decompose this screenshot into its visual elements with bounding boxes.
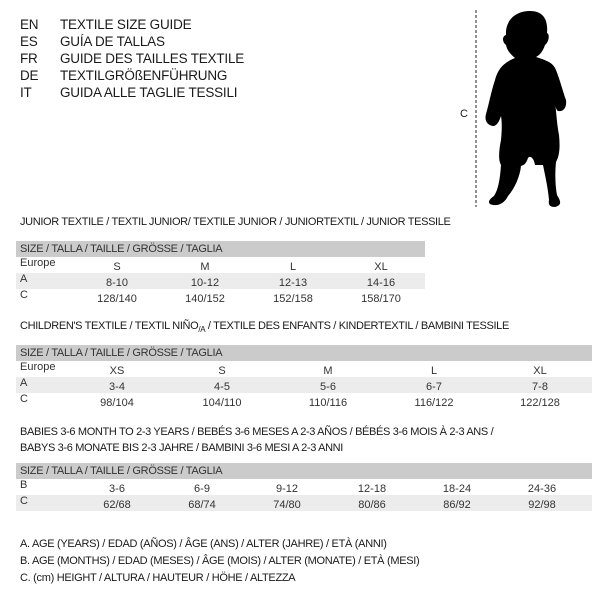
table-cell: 128/140 [97, 293, 137, 305]
table-cell: 4-5 [214, 381, 230, 393]
table-cell: 3-6 [109, 483, 125, 495]
table-cell: 24-36 [527, 483, 557, 495]
table-cell: 98/104 [100, 397, 134, 409]
row-label: A [20, 273, 28, 285]
row-label: C [20, 289, 28, 301]
table-row: C 128/140 140/152 152/158 158/170 [16, 289, 425, 305]
children-title-main: CHILDREN'S TEXTILE / TEXTIL NIÑO [20, 320, 199, 332]
title-es: GUÍA DE TALLAS [60, 34, 165, 49]
children-size-table: SIZE / TALLA / TAILLE / GRÖSSE / TAGLIA … [16, 345, 592, 409]
table-cell: XL [374, 261, 388, 273]
table-cell: 152/158 [273, 293, 313, 305]
table-cell: 8-10 [105, 277, 129, 289]
row-label: Europe [20, 257, 56, 269]
table-cell: M [323, 365, 333, 377]
table-cell: 18-24 [442, 483, 472, 495]
table-cell: L [430, 365, 438, 377]
table-cell: L [289, 261, 297, 273]
legend-c: C. (cm) HEIGHT / ALTURA / HAUTEUR / HÖHE… [20, 572, 296, 584]
legend-a: A. AGE (YEARS) / EDAD (AÑOS) / ÂGE (ANS)… [20, 538, 387, 550]
lang-code-fr: FR [20, 51, 38, 66]
table-cell: 80/86 [358, 499, 386, 511]
table-cell: 104/110 [202, 397, 242, 409]
table-row: B 3-6 6-9 9-12 12-18 18-24 24-36 [16, 479, 592, 495]
table-cell: 140/152 [185, 293, 225, 305]
junior-size-table: SIZE / TALLA / TAILLE / GRÖSSE / TAGLIA … [16, 241, 425, 305]
title-en: TEXTILE SIZE GUIDE [60, 17, 192, 32]
table-row: C 98/104 104/110 110/116 116/122 122/128 [16, 393, 592, 409]
table-row: Europe S M L XL [16, 257, 425, 273]
junior-table-header: SIZE / TALLA / TAILLE / GRÖSSE / TAGLIA [16, 241, 425, 257]
table-cell: 68/74 [188, 499, 216, 511]
lang-code-en: EN [20, 17, 39, 32]
table-cell: S [218, 365, 226, 377]
table-cell: 3-4 [109, 381, 125, 393]
lang-code-de: DE [20, 68, 39, 83]
children-section-title: CHILDREN'S TEXTILE / TEXTIL NIÑO/A / TEX… [20, 320, 509, 334]
table-cell: 116/122 [414, 397, 454, 409]
table-cell: 110/116 [308, 397, 348, 409]
baby-silhouette-icon [475, 10, 567, 207]
table-cell: 122/128 [520, 397, 560, 409]
table-cell: 92/98 [528, 499, 556, 511]
table-cell: 10-12 [190, 277, 220, 289]
table-row: A 8-10 10-12 12-13 14-16 [16, 273, 425, 289]
table-cell: 74/80 [273, 499, 301, 511]
row-label: A [20, 377, 28, 389]
table-cell: M [200, 261, 210, 273]
table-cell: 62/68 [103, 499, 131, 511]
row-label: B [20, 479, 28, 491]
row-label: C [20, 393, 28, 405]
lang-code-it: IT [20, 85, 32, 100]
table-cell: 158/170 [361, 293, 401, 305]
table-cell: 6-7 [426, 381, 442, 393]
babies-section-title-line2: BABYS 3-6 MONATE BIS 2-3 JAHRE / BAMBINI… [20, 442, 343, 454]
children-title-sub: /A [198, 325, 206, 335]
title-it: GUIDA ALLE TAGLIE TESSILI [60, 85, 238, 100]
table-cell: 14-16 [366, 277, 396, 289]
table-cell: S [113, 261, 121, 273]
table-row: A 3-4 4-5 5-6 6-7 7-8 [16, 377, 592, 393]
row-label: Europe [20, 361, 56, 373]
table-cell: 7-8 [532, 381, 548, 393]
table-row: C 62/68 68/74 74/80 80/86 86/92 92/98 [16, 495, 592, 511]
table-cell: 9-12 [275, 483, 299, 495]
children-table-header: SIZE / TALLA / TAILLE / GRÖSSE / TAGLIA [16, 345, 592, 361]
table-row: Europe XS S M L XL [16, 361, 592, 377]
table-cell: XL [533, 365, 547, 377]
table-cell: 12-13 [278, 277, 308, 289]
table-cell: 86/92 [443, 499, 471, 511]
babies-section-title-line1: BABIES 3-6 MONTH TO 2-3 YEARS / BEBÉS 3-… [20, 426, 494, 438]
junior-section-title: JUNIOR TEXTILE / TEXTIL JUNIOR/ TEXTILE … [20, 216, 451, 228]
babies-size-table: SIZE / TALLA / TAILLE / GRÖSSE / TAGLIA … [16, 463, 592, 511]
babies-table-header: SIZE / TALLA / TAILLE / GRÖSSE / TAGLIA [16, 463, 592, 479]
legend-b: B. AGE (MONTHS) / EDAD (MESES) / ÂGE (MO… [20, 555, 420, 567]
children-title-rest: / TEXTILE DES ENFANTS / KINDERTEXTIL / B… [205, 320, 509, 332]
lang-code-es: ES [20, 34, 38, 49]
table-cell: XS [109, 365, 125, 377]
table-cell: 12-18 [357, 483, 387, 495]
table-cell: 5-6 [320, 381, 336, 393]
baby-silhouette-shape [485, 11, 567, 207]
row-label: C [20, 495, 28, 507]
title-de: TEXTILGRÖßENFÜHRUNG [60, 68, 228, 83]
table-cell: 6-9 [194, 483, 210, 495]
title-fr: GUIDE DES TAILLES TEXTILE [60, 51, 245, 66]
height-measure-label: C [460, 108, 468, 120]
